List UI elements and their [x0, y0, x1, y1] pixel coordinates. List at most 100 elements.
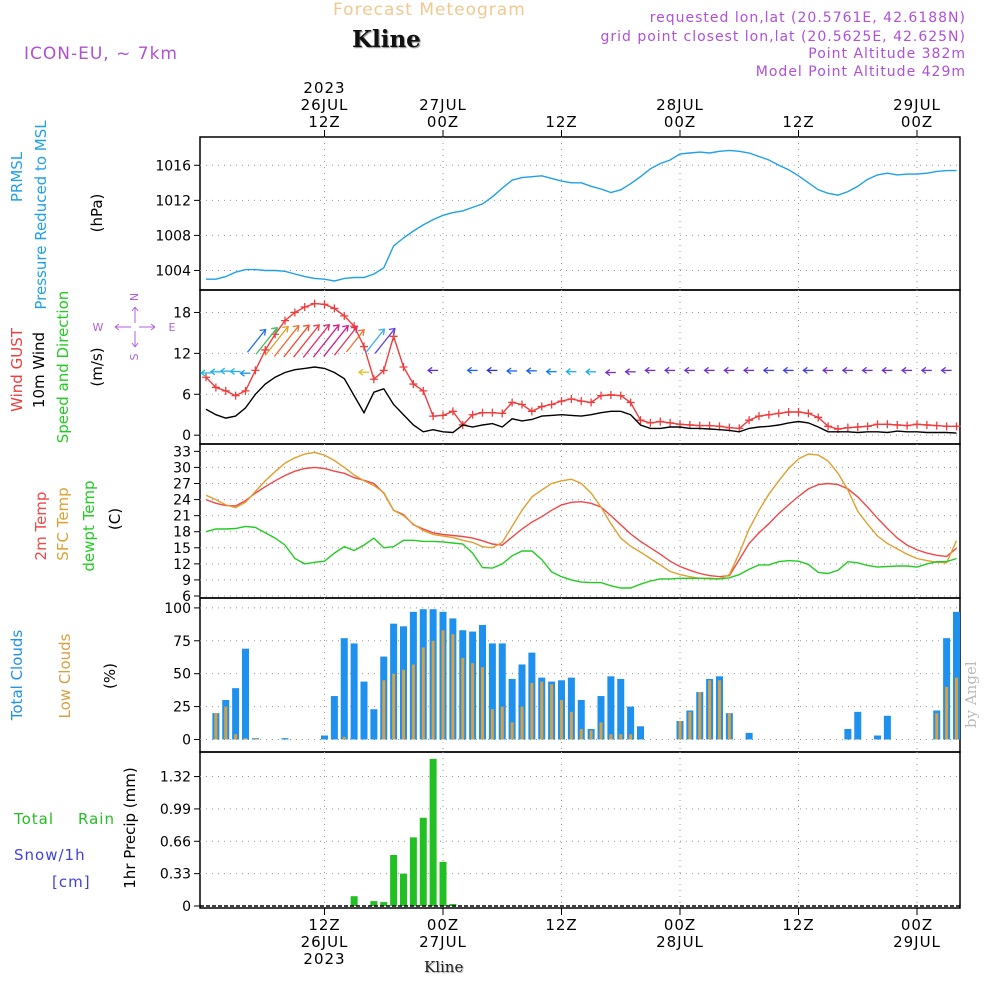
low-cloud-bar: [382, 680, 386, 740]
gust-marker: [587, 398, 596, 407]
total-cloud-bar: [498, 643, 506, 740]
rain-bar: [439, 861, 447, 906]
low-cloud-bar: [402, 669, 405, 740]
gust-marker: [636, 416, 645, 425]
y-tick-label: 0: [182, 428, 191, 444]
rain-bar: [400, 873, 407, 906]
x-tick-label-bottom: 12Z: [782, 916, 814, 934]
series-prmsl: [206, 149, 957, 282]
panel-pressure: [199, 136, 961, 291]
wind-arrow: [255, 327, 278, 355]
low-cloud-bar: [481, 667, 484, 740]
y-tick-label: 6: [182, 387, 191, 403]
low-cloud-bar: [421, 647, 425, 740]
wind-label: 10m Wind: [30, 332, 48, 408]
gust-marker: [281, 316, 289, 325]
x-tick-label-top: 00Z: [664, 113, 696, 131]
wind-arrowhead: [209, 368, 216, 376]
gust-marker: [360, 342, 368, 351]
total-cloud-bar: [242, 648, 249, 740]
wind-arrowhead: [624, 368, 631, 376]
gust-marker: [656, 417, 665, 426]
wind-arrow: [312, 324, 340, 358]
gust-marker: [715, 422, 724, 431]
gust-marker: [804, 409, 813, 418]
y-tick-label: 15: [173, 541, 191, 557]
gust-marker: [448, 407, 457, 416]
total-cloud-bar: [607, 676, 615, 740]
wind-arrowhead: [427, 366, 433, 374]
gust-marker: [666, 418, 675, 427]
total-cloud-bar: [321, 735, 328, 740]
wind-arrow: [302, 324, 330, 358]
series-wind-gust: [205, 302, 957, 430]
y-tick-label: 50: [173, 667, 191, 683]
gust-marker: [527, 407, 536, 416]
y-tick-label: 12: [173, 346, 191, 362]
gust-marker: [379, 366, 388, 375]
y-tick-label: 6: [182, 589, 191, 605]
wind-arrow: [283, 324, 310, 358]
wind-arrowhead: [683, 366, 690, 374]
low-cloud-bar: [718, 680, 721, 740]
gust-marker: [922, 420, 931, 429]
series-2m-temp: [205, 466, 957, 578]
gust-marker: [685, 420, 694, 429]
y-tick-label: 0: [182, 899, 191, 915]
low-cloud-bar: [441, 630, 445, 740]
wind-arrowhead: [282, 325, 289, 333]
precip-total-label: Total: [13, 810, 54, 828]
gust-marker: [616, 391, 625, 400]
low-cloud-bar: [342, 736, 346, 740]
x-tick-label-top: 26JUL: [301, 96, 349, 114]
requested-coords: requested lon,lat (20.5761E, 42.6188N): [649, 10, 966, 26]
grid-coords: grid point closest lon,lat (20.5625E, 42…: [600, 29, 966, 45]
rain-bar: [449, 904, 457, 906]
panel-frame: [199, 136, 961, 291]
gust-marker: [853, 423, 862, 431]
y-tick-label: 1016: [155, 158, 191, 174]
wind-arrowhead: [378, 328, 386, 336]
wind-arrowhead: [303, 324, 310, 332]
pressure-label-long: Pressure Reduced to MSL: [32, 120, 50, 310]
wind-arrowhead: [350, 325, 358, 333]
low-cloud-bar: [569, 711, 573, 740]
gust-marker: [577, 397, 586, 406]
y-tick-label: 1.32: [160, 770, 191, 786]
low-cloud-bar: [411, 664, 415, 740]
rain-bar: [370, 901, 378, 906]
gust-marker: [488, 408, 497, 417]
wind-arrowhead: [357, 368, 364, 376]
x-tick-label-bottom: 00Z: [664, 916, 696, 934]
low-cloud-bar: [935, 713, 939, 740]
low-cloud-bar: [224, 706, 228, 740]
gust-marker: [330, 304, 339, 313]
low-cloud-bar: [520, 706, 524, 740]
wind-arrowhead: [239, 369, 245, 377]
rain-bar: [429, 758, 437, 906]
rain-bar: [380, 902, 388, 906]
wind-arrowhead: [644, 366, 650, 374]
temp-unit: (C): [106, 508, 124, 530]
gust-marker: [873, 420, 882, 429]
y-tick-label: 12: [173, 557, 191, 573]
low-cloud-bar: [234, 734, 238, 740]
wind-arrow: [264, 326, 289, 356]
wind-arrowhead: [342, 324, 349, 332]
wind-arrowhead: [313, 324, 321, 332]
low-clouds-label: Low Clouds: [56, 633, 74, 718]
wind-arrowhead: [920, 366, 927, 374]
wind-arrowhead: [723, 366, 729, 374]
wind-arrowhead: [486, 366, 492, 374]
low-cloud-bar: [589, 730, 593, 740]
gust-marker: [547, 400, 556, 409]
x-tick-label-top: 28JUL: [656, 96, 704, 114]
x-tick-label-top: 2023: [303, 79, 345, 97]
bottom-title: Kline: [424, 958, 464, 976]
gust-marker: [419, 386, 428, 395]
gust-marker: [843, 423, 852, 432]
total-cloud-bar: [508, 678, 516, 740]
wind-arrowhead: [782, 366, 789, 374]
pressure-unit: (hPa): [88, 194, 106, 233]
x-tick-label-bottom: 12Z: [308, 916, 340, 934]
